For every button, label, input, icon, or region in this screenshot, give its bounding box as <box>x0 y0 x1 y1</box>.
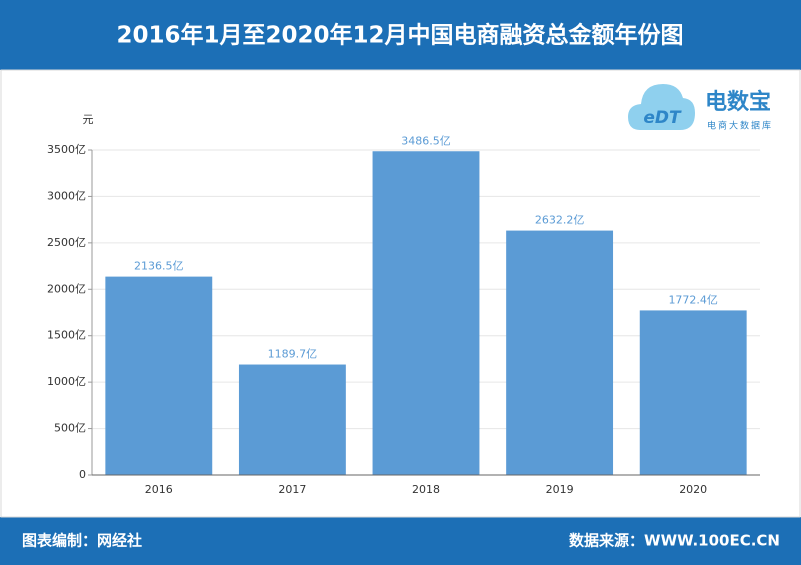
value-label: 1189.7亿 <box>268 348 318 361</box>
footer-band <box>0 517 801 565</box>
bar <box>506 230 614 475</box>
logo-name: 电数宝 <box>705 89 771 115</box>
x-tick-label: 2019 <box>546 483 574 496</box>
x-tick-label: 2018 <box>412 483 440 496</box>
x-tick-label: 2016 <box>145 483 173 496</box>
y-tick-label: 3500亿 <box>47 143 86 156</box>
logo: eDT 电数宝 电商大数据库 <box>628 84 773 132</box>
plot-frame <box>0 69 801 518</box>
y-tick-label: 1000亿 <box>47 375 86 388</box>
value-label: 1772.4亿 <box>668 293 718 306</box>
y-axis-label: 元 <box>83 113 94 126</box>
bar <box>238 364 346 475</box>
y-tick-label: 2000亿 <box>47 282 86 295</box>
y-tick-label: 1500亿 <box>47 329 86 342</box>
value-label: 2136.5亿 <box>134 260 184 273</box>
logo-cloud <box>628 84 695 130</box>
footer-right: 数据来源：WWW.100EC.CN <box>569 532 780 550</box>
y-tick-label: 0 <box>79 468 86 481</box>
y-tick-label: 500亿 <box>54 422 86 435</box>
logo-mark: eDT <box>643 108 682 128</box>
footer-left: 图表编制：网经社 <box>22 532 142 550</box>
y-tick-label: 2500亿 <box>47 236 86 249</box>
value-label: 3486.5亿 <box>401 134 451 147</box>
chart-title: 2016年1月至2020年12月中国电商融资总金额年份图 <box>116 22 683 49</box>
bar <box>639 310 747 475</box>
x-tick-label: 2017 <box>278 483 306 496</box>
bar <box>372 151 480 475</box>
x-tick-label: 2020 <box>679 483 707 496</box>
bar <box>105 276 213 475</box>
header-band <box>0 0 801 70</box>
value-label: 2632.2亿 <box>535 214 585 227</box>
logo-subtitle: 电商大数据库 <box>707 120 773 132</box>
y-tick-label: 3000亿 <box>47 189 86 202</box>
